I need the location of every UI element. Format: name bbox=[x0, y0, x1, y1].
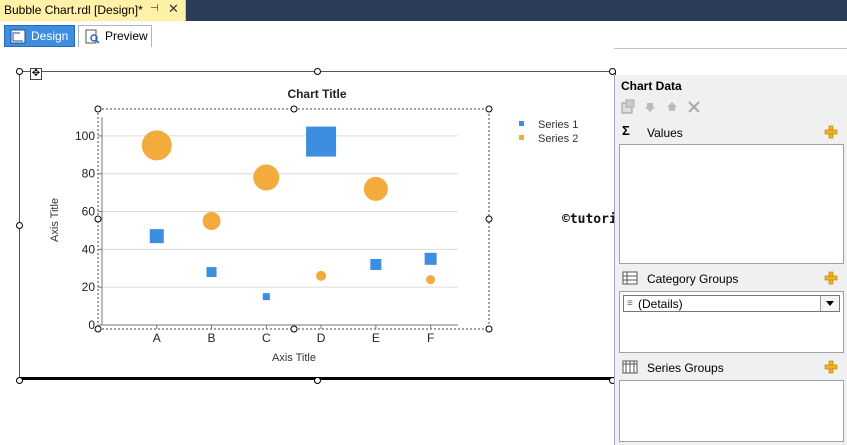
move-up-icon[interactable] bbox=[664, 99, 680, 115]
bubbles bbox=[141, 126, 437, 301]
x-tick-label: F bbox=[427, 331, 434, 345]
x-tick-label: B bbox=[208, 331, 216, 345]
category-groups-icon bbox=[622, 271, 638, 285]
panel-toolbar bbox=[620, 99, 840, 117]
properties-icon[interactable] bbox=[620, 99, 636, 115]
legend-marker-series-2 bbox=[519, 135, 524, 140]
resize-handle-top-right[interactable] bbox=[609, 68, 616, 75]
bubble-series-2-e[interactable] bbox=[363, 176, 388, 201]
values-drop-zone[interactable] bbox=[619, 144, 844, 264]
y-ticks: 0 20 40 60 80 100 bbox=[75, 129, 102, 332]
values-label: Values bbox=[647, 126, 683, 140]
category-groups-drop-zone[interactable]: ≡ (Details) bbox=[619, 291, 844, 353]
plot-handle-top-right[interactable] bbox=[485, 105, 493, 113]
bubble-series-1-b[interactable] bbox=[206, 267, 217, 278]
view-tab-strip: Design Preview bbox=[0, 21, 847, 49]
series-groups-header: Series Groups bbox=[619, 357, 844, 379]
resize-handle-left[interactable] bbox=[16, 222, 23, 229]
resize-handle-bottom-left[interactable] bbox=[16, 377, 23, 384]
plot-handle-top-left[interactable] bbox=[94, 105, 102, 113]
move-down-icon[interactable] bbox=[642, 99, 658, 115]
tab-design-label: Design bbox=[31, 29, 69, 43]
plot-handle-bottom[interactable] bbox=[290, 325, 298, 333]
category-group-details[interactable]: ≡ (Details) bbox=[623, 295, 840, 312]
chevron-down-icon[interactable] bbox=[820, 296, 839, 311]
legend[interactable]: Series 1 Series 2 bbox=[519, 119, 578, 145]
plot-handle-left[interactable] bbox=[94, 215, 102, 223]
y-tick-label: 0 bbox=[88, 318, 95, 332]
x-ticks: A B C D E F bbox=[153, 325, 434, 345]
plot-handle-bottom-left[interactable] bbox=[94, 325, 102, 333]
bubble-series-1-e[interactable] bbox=[370, 258, 382, 270]
resize-handle-top-left[interactable] bbox=[16, 68, 23, 75]
tab-preview-label: Preview bbox=[105, 29, 148, 43]
legend-marker-series-1 bbox=[519, 121, 524, 126]
x-tick-label: D bbox=[317, 331, 326, 345]
delete-icon[interactable] bbox=[686, 99, 702, 115]
bubble-series-1-c[interactable] bbox=[262, 293, 270, 301]
chart-title[interactable]: Chart Title bbox=[287, 87, 346, 101]
grip-icon: ≡ bbox=[627, 298, 633, 309]
bubble-series-2-a[interactable] bbox=[141, 130, 172, 161]
x-tick-label: E bbox=[372, 331, 380, 345]
chart-data-panel: Chart Data Σ Values Cate bbox=[614, 75, 847, 445]
tab-preview[interactable]: Preview bbox=[78, 25, 152, 47]
plot-handle-bottom-right[interactable] bbox=[485, 325, 493, 333]
y-tick-label: 20 bbox=[82, 280, 96, 294]
sigma-icon: Σ bbox=[622, 123, 630, 138]
resize-handle-top[interactable] bbox=[314, 68, 321, 75]
x-axis-title[interactable]: Axis Title bbox=[272, 352, 316, 364]
bubble-series-2-d[interactable] bbox=[316, 270, 327, 281]
plot-handle-right[interactable] bbox=[485, 215, 493, 223]
plot-handle-top[interactable] bbox=[290, 105, 298, 113]
tab-design[interactable]: Design bbox=[4, 25, 75, 47]
bubble-series-2-f[interactable] bbox=[426, 275, 436, 285]
add-series-group-icon[interactable] bbox=[824, 360, 838, 374]
preview-page-icon bbox=[85, 29, 100, 44]
bubble-series-1-a[interactable] bbox=[149, 229, 164, 244]
x-tick-label: A bbox=[153, 331, 161, 345]
move-icon[interactable]: ✥ bbox=[30, 68, 42, 80]
y-tick-label: 100 bbox=[75, 129, 95, 143]
category-groups-header: Category Groups bbox=[619, 268, 844, 290]
ruler-design-icon bbox=[10, 29, 26, 44]
series-groups-drop-zone[interactable] bbox=[619, 380, 844, 442]
resize-handle-bottom[interactable] bbox=[314, 377, 321, 384]
add-value-icon[interactable] bbox=[824, 125, 838, 139]
bubble-series-1-d[interactable] bbox=[306, 126, 337, 157]
document-tab-bar: Bubble Chart.rdl [Design]* ⊣ ✕ bbox=[0, 0, 847, 21]
y-tick-label: 40 bbox=[82, 242, 96, 256]
series-groups-label: Series Groups bbox=[647, 361, 724, 375]
close-icon[interactable]: ✕ bbox=[168, 1, 179, 16]
plot-area-handles bbox=[94, 105, 493, 333]
document-tab[interactable]: Bubble Chart.rdl [Design]* ⊣ ✕ bbox=[0, 0, 186, 21]
y-tick-label: 60 bbox=[82, 205, 96, 219]
y-axis-title[interactable]: Axis Title bbox=[49, 198, 61, 242]
series-groups-icon bbox=[622, 360, 638, 374]
add-category-group-icon[interactable] bbox=[824, 271, 838, 285]
bubble-series-2-b[interactable] bbox=[202, 212, 221, 230]
pin-icon[interactable]: ⊣ bbox=[150, 3, 159, 14]
bubble-chart[interactable]: Chart Title 0 20 40 60 80 100 A B C D E F Axis Tit… bbox=[0, 0, 614, 445]
y-tick-label: 80 bbox=[82, 167, 96, 181]
legend-label-series-1: Series 1 bbox=[538, 119, 578, 131]
bubble-series-1-f[interactable] bbox=[424, 252, 437, 265]
category-groups-label: Category Groups bbox=[647, 272, 739, 286]
legend-label-series-2: Series 2 bbox=[538, 133, 578, 145]
x-tick-label: C bbox=[262, 331, 271, 345]
document-tab-title: Bubble Chart.rdl [Design]* bbox=[4, 3, 143, 17]
bubble-series-2-c[interactable] bbox=[253, 164, 280, 191]
category-group-label: (Details) bbox=[638, 297, 683, 311]
panel-title: Chart Data bbox=[621, 79, 682, 93]
values-header: Σ Values bbox=[619, 122, 844, 144]
